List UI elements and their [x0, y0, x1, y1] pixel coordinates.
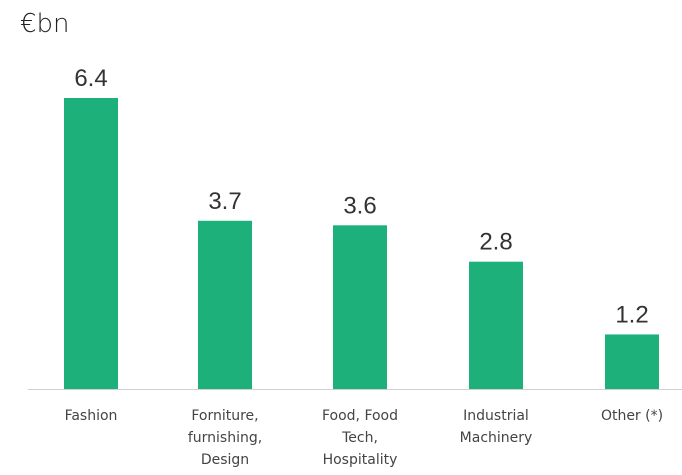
value-label-4: 2.8: [479, 229, 512, 256]
bar-1: [64, 98, 118, 389]
bar-5: [605, 334, 659, 389]
bars-group: [64, 98, 659, 389]
category-label-5-line-1: Other (*): [601, 408, 663, 424]
category-label-4-line-1: Industrial: [463, 408, 529, 424]
category-label-3-line-2: Tech,: [341, 430, 378, 446]
category-labels-group: Fashion Forniture, furnishing, Design Food, …: [65, 408, 663, 468]
category-label-3-line-1: Food, Food: [322, 408, 398, 424]
category-label-2-line-2: furnishing,: [188, 430, 262, 446]
category-label-2-line-3: Design: [201, 452, 249, 468]
value-labels-group: 6.4 3.7 3.6 2.8 1.2: [74, 65, 648, 328]
value-label-5: 1.2: [615, 301, 648, 328]
category-label-3-line-3: Hospitality: [323, 452, 398, 468]
category-label-2-line-1: Forniture,: [191, 408, 258, 424]
category-label-4-line-2: Machinery: [460, 430, 533, 446]
value-label-3: 3.6: [343, 192, 376, 219]
value-label-1: 6.4: [74, 65, 107, 92]
bar-3: [333, 225, 387, 389]
category-label-1-line-1: Fashion: [65, 408, 118, 424]
bar-2: [198, 220, 252, 389]
value-label-2: 3.7: [208, 188, 241, 215]
bar-4: [469, 261, 523, 389]
unit-label: €bn: [20, 9, 70, 39]
